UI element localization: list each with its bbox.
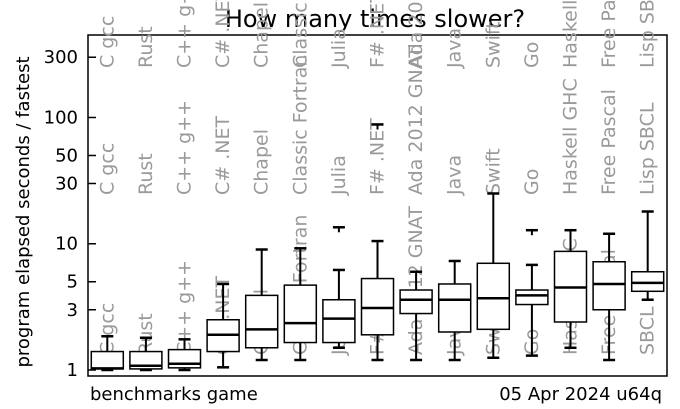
- language-label: Rust: [135, 26, 157, 68]
- box-iqr: [244, 294, 279, 349]
- language-label: Classic Fortran: [289, 0, 311, 68]
- box-rust: [129, 336, 163, 372]
- box-iqr: [322, 299, 356, 344]
- language-label: Classic Fortran: [289, 55, 311, 195]
- footer-left: benchmarks game: [90, 384, 258, 405]
- language-label: C# .NET: [212, 0, 234, 68]
- language-label: Haskell GHC: [560, 0, 582, 68]
- box-iqr: [592, 261, 626, 311]
- language-label: C++ g++: [174, 100, 196, 195]
- box-go: [515, 228, 549, 357]
- y-tick-label: 300: [44, 47, 78, 68]
- language-label: C gcc: [96, 303, 118, 355]
- language-label: Go: [521, 169, 543, 195]
- box-iqr: [360, 277, 395, 336]
- language-label: Free Pascal: [598, 89, 620, 195]
- box-ada-2012-gnat: [399, 270, 433, 362]
- language-label: Chapel: [251, 129, 273, 195]
- box-iqr: [399, 289, 433, 315]
- language-label: Swift: [482, 148, 504, 195]
- language-label: Free Pascal: [598, 0, 620, 68]
- chart-title: How many times slower?: [225, 5, 525, 33]
- language-label: Java: [444, 28, 466, 69]
- language-label: C++ g++: [174, 0, 196, 68]
- language-label: Swift: [482, 21, 504, 68]
- y-axis-ticks: 1 3 5 10 30 50 100 300: [44, 47, 96, 381]
- box-iqr: [515, 289, 549, 306]
- box-c-net: [206, 282, 240, 369]
- language-label: Lisp SBCL: [637, 102, 659, 195]
- box-java: [437, 259, 472, 362]
- y-tick-label: 1: [67, 360, 78, 381]
- language-label: Chapel: [251, 2, 273, 68]
- box-haskell-ghc: [553, 228, 588, 350]
- plot-area: [87, 34, 668, 377]
- language-label: Lisp SBCL: [637, 0, 659, 68]
- language-label: C++ g++: [174, 260, 196, 355]
- footer-right: 05 Apr 2024 u64q: [499, 384, 662, 405]
- box-julia: [322, 226, 356, 350]
- box-classic-fortran: [283, 247, 318, 362]
- language-label: Rust: [135, 153, 157, 195]
- language-label: C# .NET: [212, 116, 234, 195]
- box-iqr: [630, 270, 665, 293]
- box-swift: [476, 192, 511, 360]
- language-label: Julia: [328, 155, 350, 196]
- language-label: C gcc: [96, 143, 118, 195]
- language-label: Rust: [135, 313, 157, 355]
- language-label: Ada 2012 GNAT: [405, 46, 427, 195]
- y-tick-label: 3: [67, 300, 78, 321]
- y-tick-label: 10: [55, 234, 78, 255]
- y-tick-label: 30: [55, 173, 78, 194]
- y-tick-label: 50: [55, 145, 78, 166]
- language-label: Julia: [328, 28, 350, 69]
- language-label: C gcc: [96, 16, 118, 68]
- language-label: F# .NET: [367, 0, 389, 68]
- language-label: Haskell GHC: [560, 78, 582, 195]
- box-iqr: [167, 348, 202, 369]
- box-free-pascal: [592, 232, 626, 362]
- box-iqr: [437, 283, 472, 333]
- box-c-gcc: [90, 335, 125, 372]
- box-f-net: [360, 123, 395, 362]
- box-series: [90, 123, 665, 372]
- box-iqr: [476, 262, 511, 331]
- box-chapel: [244, 248, 279, 362]
- language-label: SBCL: [637, 306, 659, 355]
- language-label: Go: [521, 42, 543, 68]
- box-iqr: [283, 284, 318, 344]
- language-label: Ada 2012 GNAT: [405, 0, 427, 68]
- box-lisp-sbcl: [630, 210, 665, 302]
- y-tick-label: 100: [44, 107, 78, 128]
- y-axis-label: program elapsed seconds / fastest: [13, 56, 34, 367]
- y-tick-label: 5: [67, 272, 78, 293]
- language-label: F# .NET: [367, 118, 389, 195]
- language-label: Java: [444, 155, 466, 196]
- box-iqr: [90, 350, 125, 370]
- box-c-g-: [167, 338, 202, 372]
